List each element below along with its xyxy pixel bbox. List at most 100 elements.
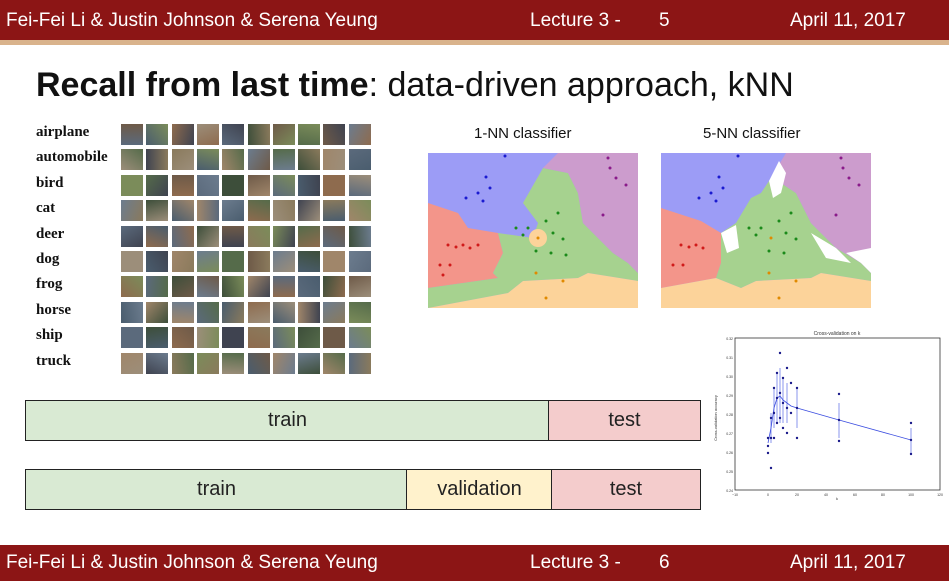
thumbnail-image <box>323 327 346 349</box>
thumbnail-image <box>272 276 295 298</box>
thumbnail-image <box>146 225 169 247</box>
thumbnail-image <box>146 200 169 222</box>
class-label-dog: dog <box>36 251 60 267</box>
header-slide-number: 5 <box>659 10 670 31</box>
thumbnail-image <box>298 200 321 222</box>
svg-text:0.30: 0.30 <box>726 375 733 379</box>
footer-authors: Fei-Fei Li & Justin Johnson & Serena Yeu… <box>6 552 378 573</box>
footer-bar: Fei-Fei Li & Justin Johnson & Serena Yeu… <box>0 545 949 581</box>
thumbnail-image <box>146 174 169 196</box>
thumbnail-image <box>298 149 321 171</box>
thumbnail-image <box>171 200 194 222</box>
class-label-automobile: automobile <box>36 149 108 166</box>
thumbnail-image <box>247 174 270 196</box>
thumbnail-image <box>348 251 371 272</box>
svg-text:0.27: 0.27 <box>726 432 733 436</box>
header-date: April 11, 2017 <box>790 10 906 31</box>
thumbnail-row-airplane <box>121 124 375 145</box>
thumbnail-image <box>171 149 194 171</box>
knn1-points <box>438 154 628 300</box>
thumbnail-image <box>171 301 194 323</box>
class-label-cat: cat <box>36 200 56 217</box>
svg-text:0.24: 0.24 <box>726 489 733 493</box>
slide-title: Recall from last time: data-driven appro… <box>36 66 794 105</box>
thumbnail-image <box>348 352 371 374</box>
thumbnail-image <box>348 301 371 323</box>
thumbnail-image <box>196 225 219 247</box>
thumbnail-image <box>171 225 194 247</box>
svg-text:120: 120 <box>937 493 943 497</box>
thumbnail-image <box>348 149 371 171</box>
slide-title-bold: Recall from last time <box>36 66 369 104</box>
thumbnail-image <box>348 200 371 222</box>
thumbnail-image <box>272 174 295 196</box>
cv-plot: Cross-validation on k Cross-validation a… <box>705 328 945 503</box>
thumbnail-image <box>171 276 194 298</box>
cv-plot-xlabel: k <box>836 496 838 501</box>
thumbnail-image <box>196 124 219 145</box>
thumbnail-image <box>348 225 371 247</box>
thumbnail-image <box>323 149 346 171</box>
thumbnail-image <box>196 149 219 171</box>
svg-text:0.25: 0.25 <box>726 470 733 474</box>
split2-validation: validation <box>406 469 553 510</box>
thumbnail-image <box>298 174 321 196</box>
class-label-ship: ship <box>36 327 63 344</box>
thumbnail-image <box>196 200 219 222</box>
thumbnail-row-cat <box>121 200 375 222</box>
header-bar: Fei-Fei Li & Justin Johnson & Serena Yeu… <box>0 0 949 40</box>
thumbnail-image <box>196 301 219 323</box>
thumbnail-image <box>272 352 295 374</box>
thumbnail-image <box>222 301 245 323</box>
svg-text:100: 100 <box>908 493 914 497</box>
svg-text:60: 60 <box>853 493 857 497</box>
svg-text:80: 80 <box>881 493 885 497</box>
thumbnail-image <box>298 352 321 374</box>
header-authors: Fei-Fei Li & Justin Johnson & Serena Yeu… <box>6 10 378 31</box>
thumbnail-image <box>222 225 245 247</box>
thumbnail-image <box>146 352 169 374</box>
thumbnail-image <box>171 251 194 272</box>
thumbnail-image <box>348 124 371 145</box>
thumbnail-image <box>121 225 143 247</box>
thumbnail-image <box>146 251 169 272</box>
knn1-decision-map <box>428 153 638 308</box>
split2-train: train <box>25 469 408 510</box>
knn5-label: 5-NN classifier <box>703 125 801 142</box>
cv-plot-title: Cross-validation on k <box>814 331 861 337</box>
thumbnail-image <box>272 225 295 247</box>
svg-text:0.26: 0.26 <box>726 451 733 455</box>
thumbnail-image <box>247 200 270 222</box>
thumbnail-image <box>323 174 346 196</box>
class-label-deer: deer <box>36 225 65 242</box>
knn5-points <box>671 154 861 300</box>
thumbnail-row-truck <box>121 352 375 374</box>
thumbnail-image <box>146 301 169 323</box>
thumbnail-image <box>247 301 270 323</box>
thumbnail-image <box>121 174 143 196</box>
class-label-horse: horse <box>36 301 71 318</box>
cv-plot-xticks: −10 0 20 40 60 80 100 120 <box>732 493 943 497</box>
svg-text:0.28: 0.28 <box>726 413 733 417</box>
thumbnail-image <box>121 327 143 349</box>
thumbnail-image <box>272 251 295 272</box>
thumbnail-image <box>196 276 219 298</box>
footer-slide-number: 6 <box>659 552 670 573</box>
thumbnail-image <box>298 124 321 145</box>
thumbnail-image <box>171 174 194 196</box>
thumbnail-row-horse <box>121 301 375 323</box>
thumbnail-image <box>323 301 346 323</box>
thumbnail-row-automobile <box>121 149 375 171</box>
thumbnail-image <box>272 327 295 349</box>
thumbnail-row-ship <box>121 327 375 349</box>
thumbnail-image <box>222 276 245 298</box>
thumbnail-image <box>222 327 245 349</box>
thumbnail-row-deer <box>121 225 375 247</box>
thumbnail-image <box>121 200 143 222</box>
thumbnail-image <box>146 276 169 298</box>
thumbnail-image <box>298 327 321 349</box>
thumbnail-image <box>222 352 245 374</box>
class-label-bird: bird <box>36 174 64 191</box>
split2-test: test <box>551 469 701 510</box>
thumbnail-image <box>121 276 143 298</box>
